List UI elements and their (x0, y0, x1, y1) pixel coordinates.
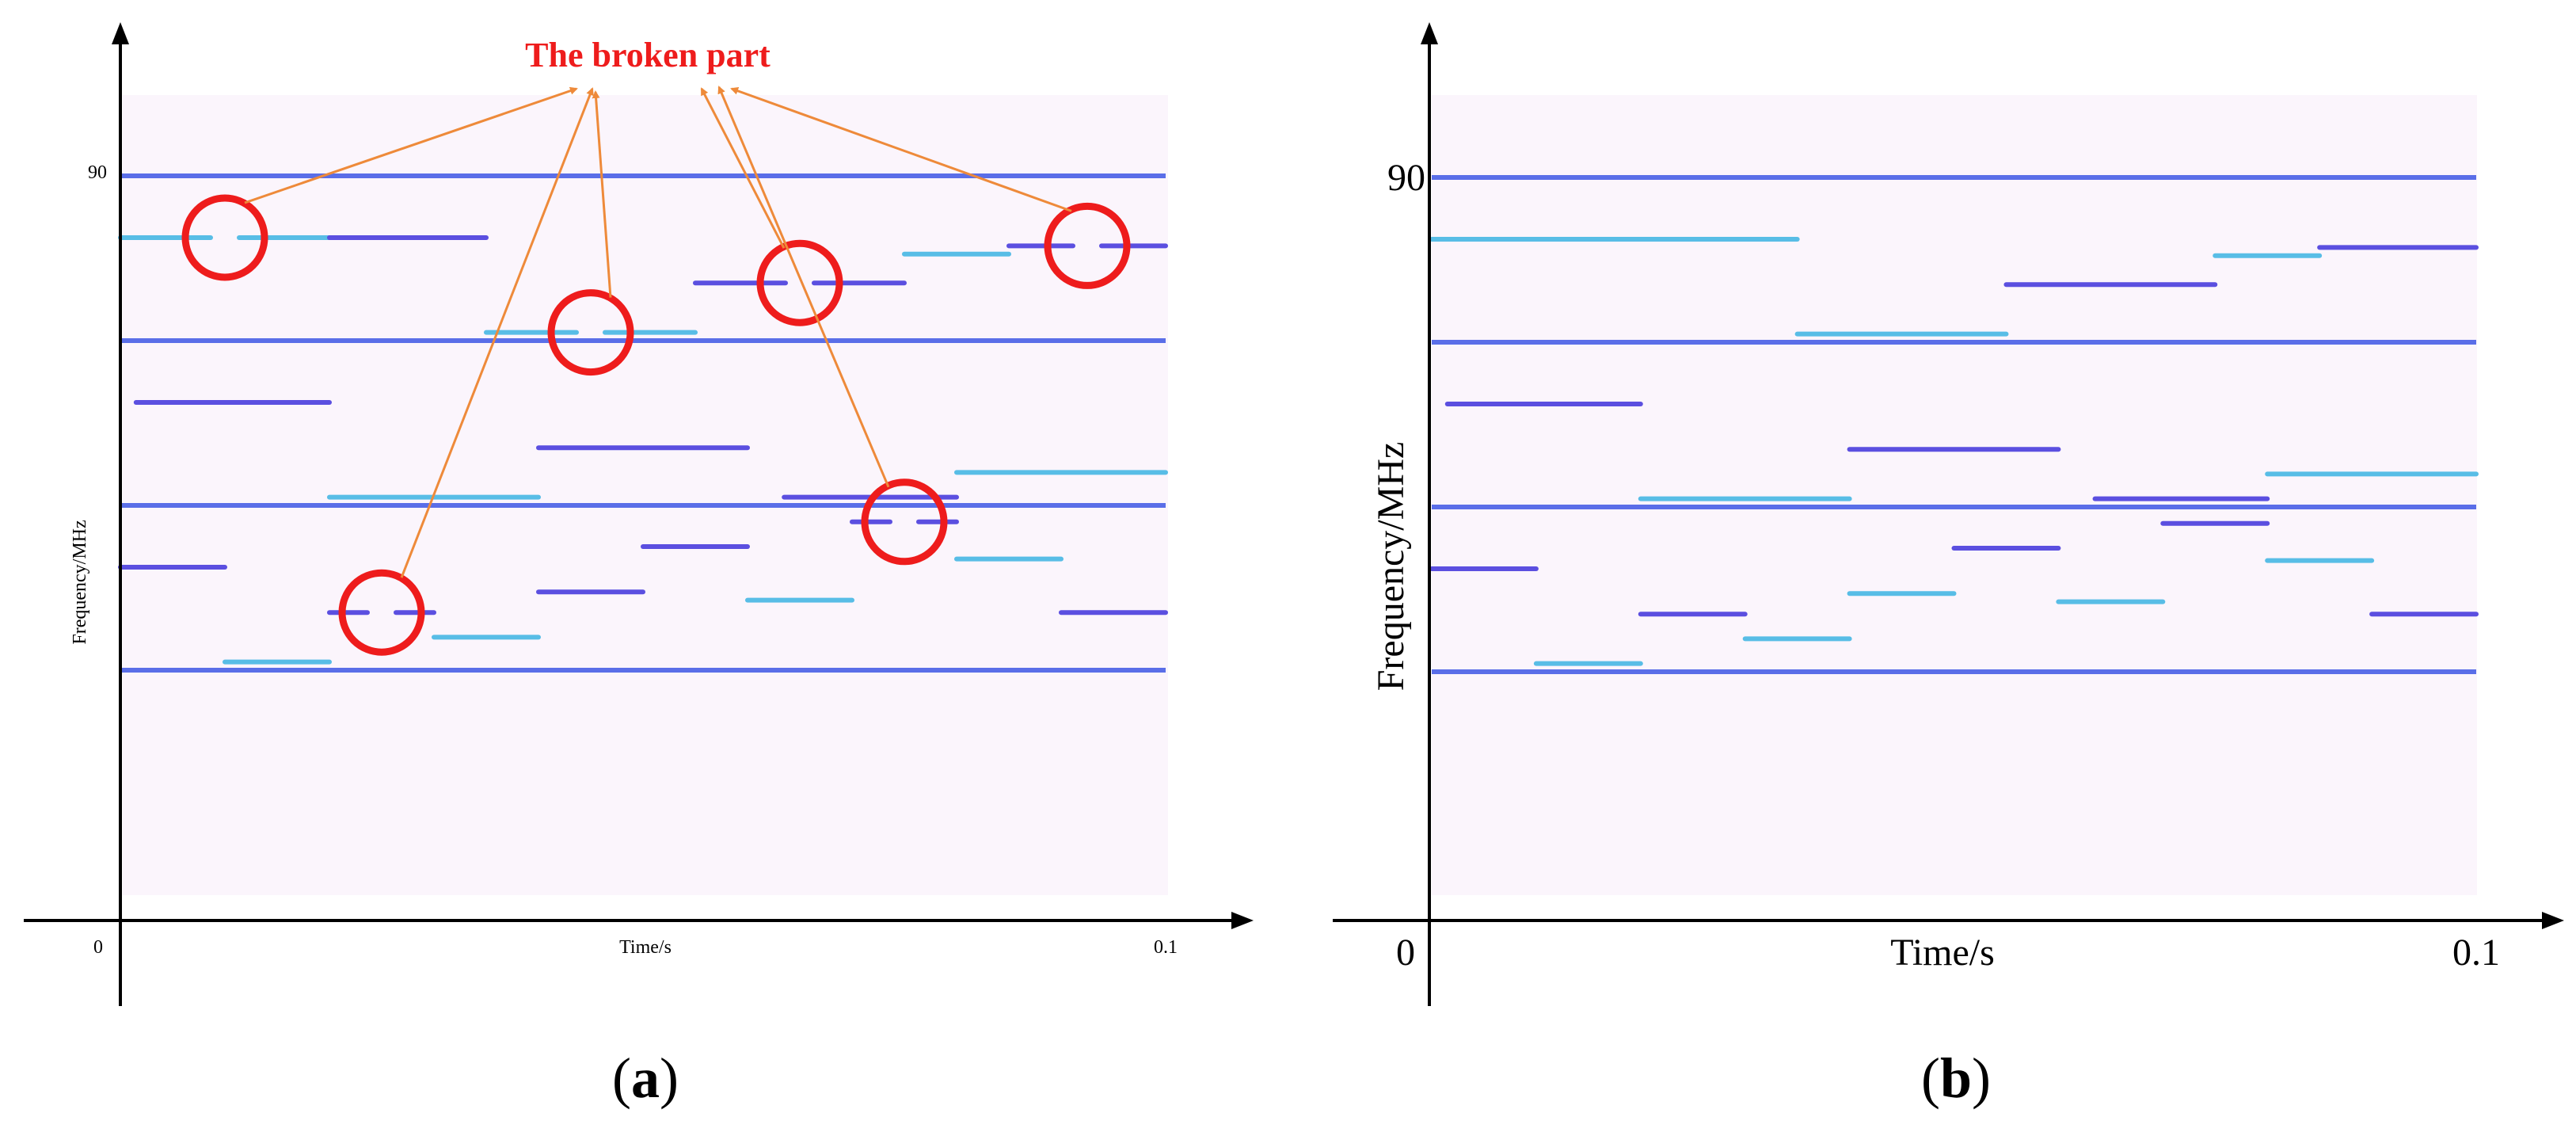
broken-part-arrow-3 (700, 87, 786, 249)
panel-b-marks (1429, 175, 2479, 674)
panel-a-plot-background (123, 95, 1168, 895)
panel-a-ylabel: Frequency/MHz (70, 520, 90, 644)
panel-a-marks (118, 173, 1168, 673)
panel-a-y-axis-arrowhead (112, 22, 129, 44)
broken-part-circle-4 (861, 478, 948, 566)
panel-b-caption: (b) (1921, 1046, 1991, 1110)
panel-b-x-axis-arrowhead (2542, 912, 2564, 929)
broken-part-arrow-2 (592, 90, 612, 298)
broken-part-circle-0 (181, 194, 268, 281)
panel-b-xtick-0.1: 0.1 (2452, 932, 2500, 974)
broken-part-circle-2 (547, 289, 634, 376)
broken-part-arrow-1 (400, 87, 594, 578)
panel-b-plot-background (1432, 95, 2477, 895)
broken-part-arrow-5 (730, 87, 1072, 212)
panel-b-xtick-0: 0 (1396, 932, 1415, 974)
broken-part-annotations (181, 86, 1131, 656)
panel-a-spectrogram: 90 0 0.1 Time/s Frequency/MHz The broken… (24, 22, 1254, 1110)
panel-b-ylabel: Frequency/MHz (1370, 442, 1412, 692)
panel-b-xlabel: Time/s (1890, 932, 1995, 974)
broken-part-arrow-0 (244, 86, 578, 204)
panel-b-caption-letter: b (1940, 1046, 1972, 1110)
panel-a-x-axis-arrowhead (1231, 912, 1254, 929)
panel-b-y-axis-arrowhead (1421, 22, 1438, 44)
panel-a-ytick-90: 90 (88, 162, 107, 183)
broken-part-arrow-4 (717, 86, 890, 488)
annotation-title: The broken part (525, 36, 771, 74)
panel-a-xlabel: Time/s (619, 937, 672, 958)
broken-part-circle-3 (756, 239, 843, 326)
panel-a-xtick-0.1: 0.1 (1154, 937, 1178, 958)
panel-a-caption-letter: a (631, 1046, 660, 1110)
panel-a-xtick-0: 0 (93, 937, 103, 958)
panel-b-ytick-90: 90 (1387, 157, 1425, 199)
broken-part-circle-1 (338, 569, 425, 656)
broken-part-circle-5 (1044, 202, 1131, 289)
panel-b-spectrogram: 90 0 0.1 Time/s Frequency/MHz (b) (1333, 22, 2564, 1110)
panel-a-caption: (a) (612, 1046, 679, 1110)
